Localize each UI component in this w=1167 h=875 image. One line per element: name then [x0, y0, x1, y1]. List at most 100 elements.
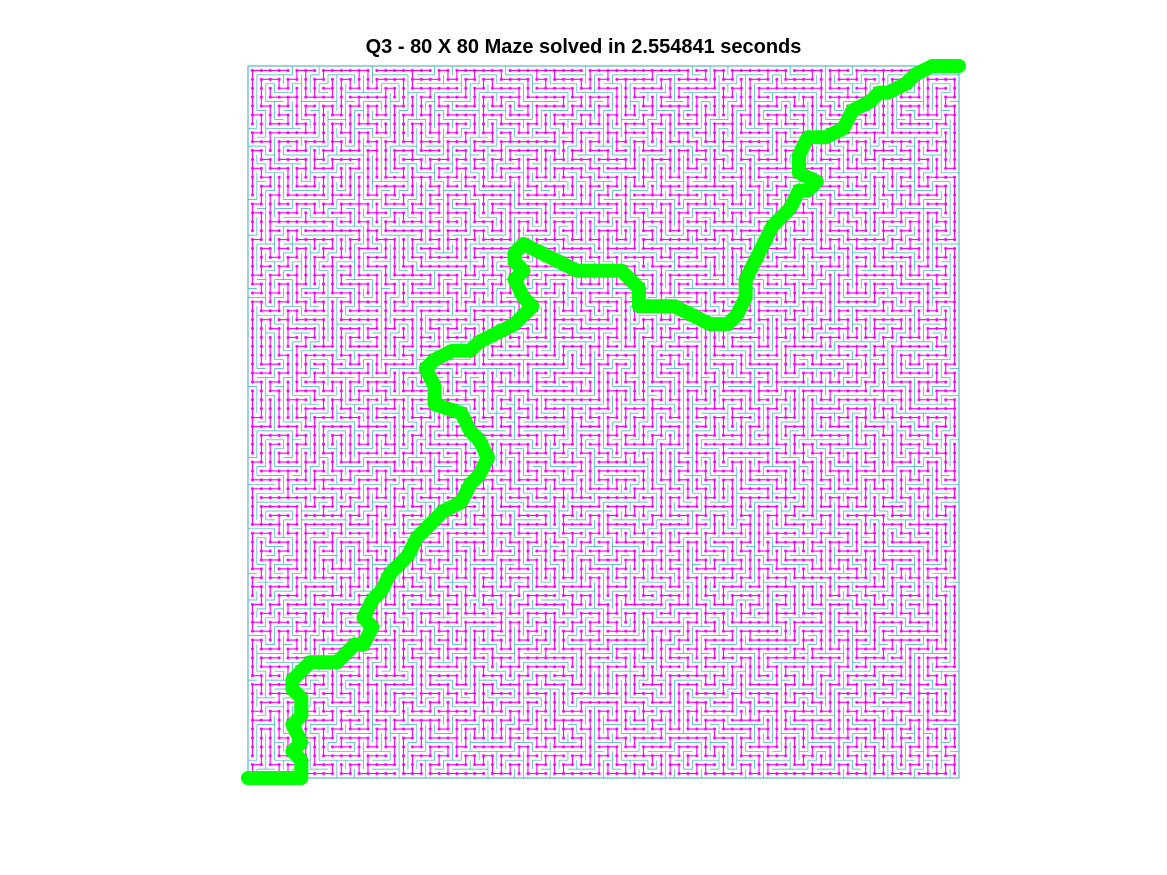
maze-node: [482, 567, 486, 571]
maze-node: [855, 398, 859, 402]
maze-node: [917, 380, 921, 384]
maze-node: [304, 549, 308, 553]
maze-node: [544, 327, 548, 331]
maze-node: [402, 522, 406, 526]
maze-node: [322, 282, 326, 286]
maze-node: [597, 602, 601, 606]
maze-node: [606, 282, 610, 286]
maze-node: [801, 611, 805, 615]
maze-node: [286, 620, 290, 624]
maze-node: [393, 772, 397, 776]
maze-node: [357, 763, 361, 767]
maze-node: [339, 558, 343, 562]
maze-node: [419, 513, 423, 517]
maze-node: [499, 531, 503, 535]
maze-node: [908, 772, 912, 776]
maze-node: [464, 318, 468, 322]
maze-node: [668, 478, 672, 482]
maze-node: [499, 229, 503, 233]
maze-node: [348, 487, 352, 491]
maze-node: [757, 683, 761, 687]
maze-node: [846, 344, 850, 348]
maze-node: [935, 238, 939, 242]
maze-node: [855, 745, 859, 749]
maze-node: [890, 416, 894, 420]
maze-node: [784, 585, 788, 589]
maze-node: [277, 576, 281, 580]
maze-node: [757, 691, 761, 695]
maze-node: [766, 522, 770, 526]
maze-node: [375, 638, 379, 642]
maze-node: [304, 238, 308, 242]
maze-node: [801, 335, 805, 339]
maze-node: [935, 602, 939, 606]
maze-node: [677, 327, 681, 331]
maze-node: [428, 442, 432, 446]
maze-node: [357, 344, 361, 348]
maze-node: [482, 505, 486, 509]
maze-node: [402, 602, 406, 606]
maze-node: [846, 754, 850, 758]
maze-node: [508, 576, 512, 580]
maze-node: [624, 736, 628, 740]
maze-node: [330, 505, 334, 509]
maze-node: [286, 611, 290, 615]
maze-node: [881, 496, 885, 500]
maze-node: [739, 487, 743, 491]
maze-node: [713, 576, 717, 580]
maze-node: [730, 424, 734, 428]
maze-node: [855, 416, 859, 420]
maze-node: [615, 416, 619, 420]
maze-node: [499, 353, 503, 357]
maze-node: [570, 246, 574, 250]
maze-node: [659, 362, 663, 366]
maze-node: [641, 638, 645, 642]
maze-node: [846, 656, 850, 660]
maze-node: [881, 763, 885, 767]
maze-node: [526, 585, 530, 589]
maze-node: [304, 442, 308, 446]
maze-node: [775, 398, 779, 402]
maze-node: [295, 549, 299, 553]
maze-node: [490, 620, 494, 624]
maze-node: [668, 700, 672, 704]
maze-node: [562, 309, 566, 313]
maze-node: [713, 496, 717, 500]
maze-node: [704, 344, 708, 348]
maze-node: [748, 362, 752, 366]
maze-node: [402, 505, 406, 509]
maze-node: [348, 683, 352, 687]
maze-node: [801, 344, 805, 348]
maze-node: [339, 255, 343, 259]
maze-node: [944, 487, 948, 491]
maze-node: [259, 602, 263, 606]
maze-node: [419, 674, 423, 678]
maze-node: [393, 344, 397, 348]
maze-node: [517, 522, 521, 526]
maze-node: [633, 362, 637, 366]
maze-node: [482, 424, 486, 428]
maze-node: [757, 273, 761, 277]
maze-node: [899, 327, 903, 331]
maze-node: [926, 683, 930, 687]
maze-node: [917, 763, 921, 767]
maze-node: [668, 487, 672, 491]
maze-node: [313, 727, 317, 731]
maze-node: [588, 433, 592, 437]
maze-node: [748, 451, 752, 455]
maze-node: [357, 487, 361, 491]
maze-node: [437, 709, 441, 713]
maze-node: [570, 433, 574, 437]
maze-node: [553, 683, 557, 687]
maze-node: [499, 594, 503, 598]
maze-node: [677, 718, 681, 722]
maze-node: [624, 567, 628, 571]
maze-node: [766, 380, 770, 384]
maze-node: [801, 407, 805, 411]
maze-node: [766, 549, 770, 553]
maze-node: [544, 602, 548, 606]
maze-node: [455, 238, 459, 242]
maze-node: [748, 496, 752, 500]
maze-node: [259, 540, 263, 544]
maze-node: [482, 282, 486, 286]
